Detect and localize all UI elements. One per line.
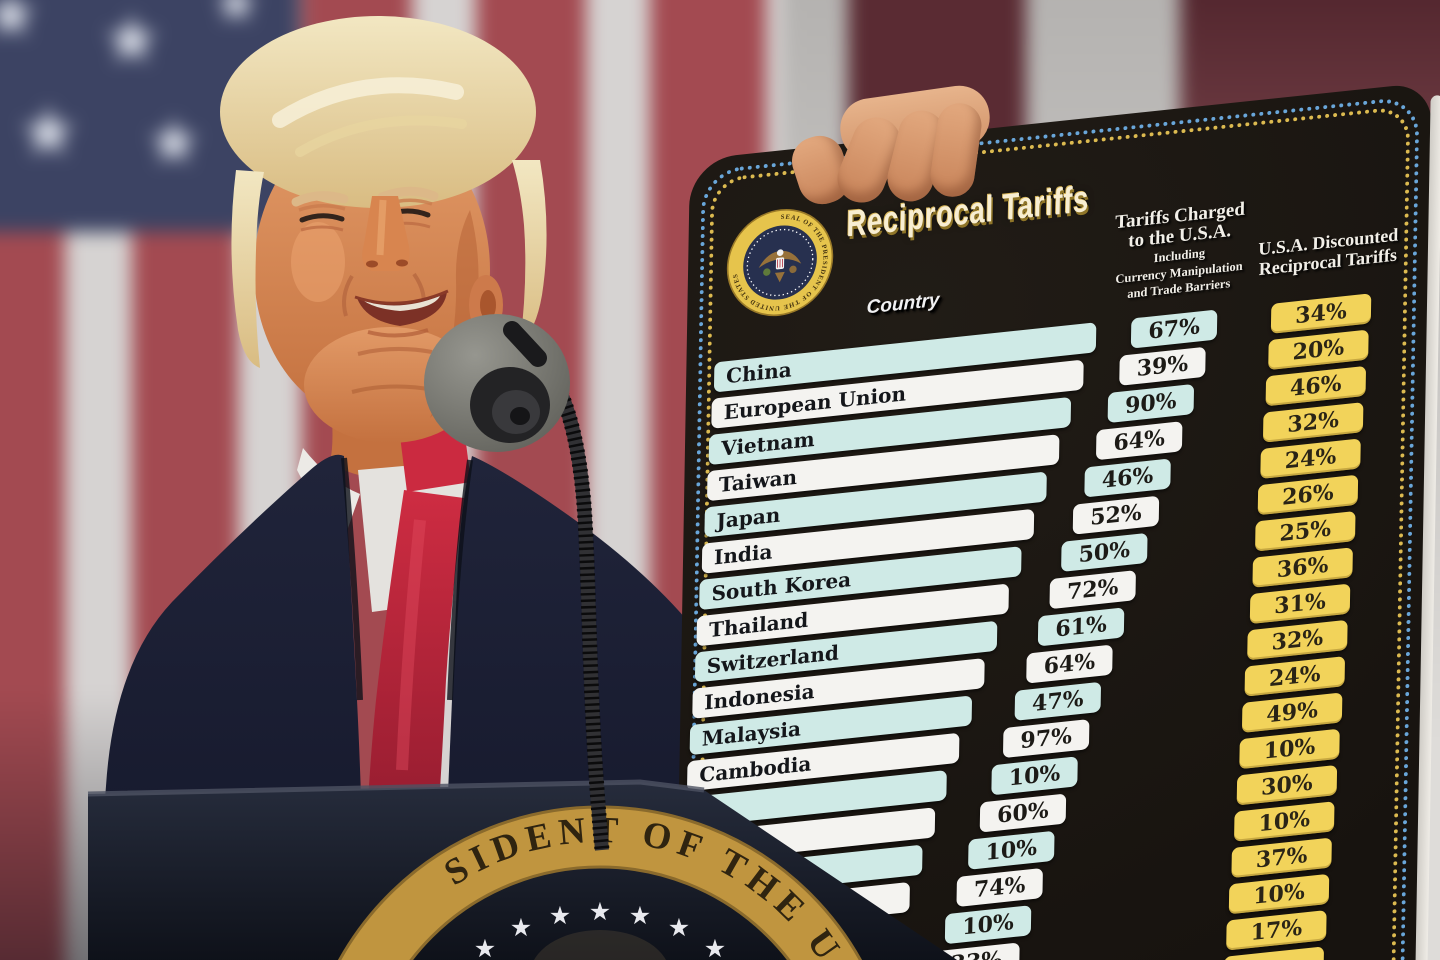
chin-crease xyxy=(357,346,433,356)
presidential-seal-icon: SEAL OF THE PRESIDENT OF THE UNITED STAT… xyxy=(726,209,834,317)
podium-seal-eagle-blur xyxy=(534,930,666,960)
flag-star-icon: ★ xyxy=(146,108,202,177)
flag-star-icon: ★ xyxy=(212,0,261,33)
eye-crease xyxy=(300,225,344,232)
nose-highlight xyxy=(376,199,387,256)
flag-star-icon: ★ xyxy=(102,2,162,76)
mic-mount xyxy=(503,321,547,367)
tie-blade xyxy=(366,490,464,856)
hair-side xyxy=(512,160,547,345)
hair xyxy=(220,16,536,208)
eagle-shield-stripes xyxy=(777,258,783,268)
teeth xyxy=(364,296,440,311)
podium-seal-ring-edge xyxy=(409,865,791,960)
coat-lapel xyxy=(447,459,473,701)
lower-lip-shadow xyxy=(367,328,429,338)
svg-text:★: ★ xyxy=(474,935,496,960)
eagle-wings-icon xyxy=(758,250,802,269)
svg-text:★: ★ xyxy=(549,902,571,930)
microphone-capsule-center xyxy=(510,407,530,425)
hair-swoop-highlight xyxy=(272,77,464,128)
eagle-tail-icon xyxy=(774,271,785,283)
hair-side xyxy=(231,170,264,368)
eyelid-fold xyxy=(298,204,346,212)
nasolabial-fold xyxy=(342,274,354,317)
svg-text:★: ★ xyxy=(629,902,651,930)
nose xyxy=(362,196,410,271)
upper-lip-line xyxy=(354,289,449,305)
podium-seal-stars: ★★ ★★ ★★ ★★ ★ xyxy=(474,898,726,960)
svg-text:★: ★ xyxy=(704,935,726,960)
coat-lapel xyxy=(341,457,363,701)
svg-text:★: ★ xyxy=(589,898,611,926)
jaw-shadow xyxy=(430,210,479,418)
olive-branch-icon xyxy=(763,268,771,276)
svg-text:★: ★ xyxy=(510,914,532,942)
nostril xyxy=(366,260,378,268)
tariff-board: SEAL OF THE PRESIDENT OF THE UNITED STAT… xyxy=(669,81,1432,960)
nostril xyxy=(396,259,408,267)
flag-star-icon: ★ xyxy=(18,94,79,170)
hair-swoop-highlight xyxy=(295,115,467,157)
tie-highlight xyxy=(396,519,426,771)
flag-star-icon: ★ xyxy=(0,0,40,50)
cheek xyxy=(291,222,345,302)
eyebrow xyxy=(377,186,439,202)
podium-top-edge xyxy=(87,779,705,797)
arrows-icon xyxy=(789,265,797,274)
svg-text:★: ★ xyxy=(668,914,690,942)
eyebrow xyxy=(291,191,349,207)
eagle-head-icon xyxy=(776,249,784,256)
eye xyxy=(299,213,345,223)
ear-inner xyxy=(480,290,496,320)
